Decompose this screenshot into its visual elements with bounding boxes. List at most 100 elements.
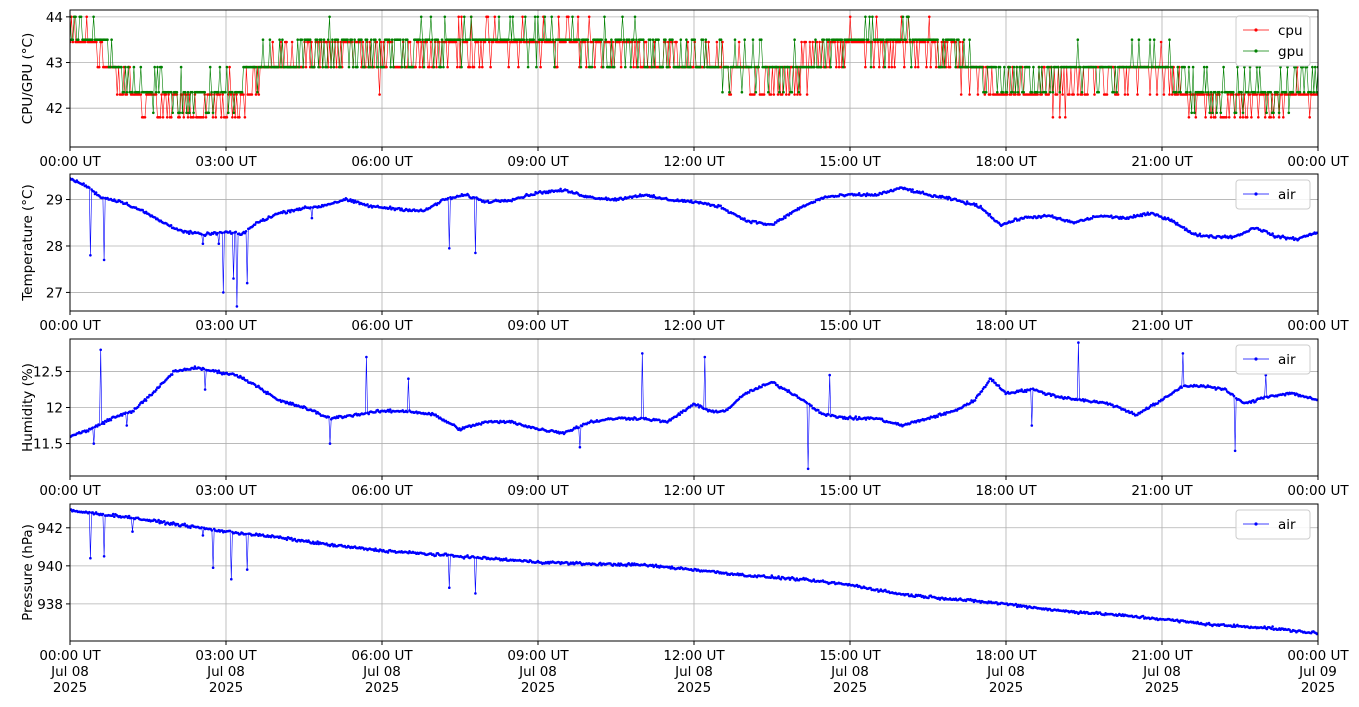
data-point (1204, 90, 1207, 94)
data-point (1148, 93, 1152, 96)
data-point (261, 38, 265, 41)
data-point (185, 93, 188, 96)
data-point (685, 38, 688, 41)
data-point (132, 410, 135, 413)
data-point (1265, 111, 1268, 115)
data-point (866, 38, 870, 41)
data-point (787, 93, 791, 96)
data-point (649, 38, 652, 41)
data-point (1262, 93, 1266, 96)
series-gpu (70, 15, 1318, 115)
data-point (751, 38, 755, 41)
data-point (1193, 111, 1196, 115)
data-point (228, 65, 231, 69)
data-point (1311, 65, 1314, 69)
data-point (812, 578, 816, 581)
data-point (1176, 93, 1180, 96)
x-tick-label: 18:00 UT (975, 483, 1037, 499)
data-point (1215, 111, 1218, 115)
data-point (1211, 93, 1214, 96)
data-point (266, 390, 269, 394)
data-point (772, 93, 776, 96)
data-point (944, 413, 947, 416)
data-point (267, 65, 270, 69)
plot-area (70, 15, 1318, 119)
data-point (192, 116, 195, 119)
data-point (364, 412, 367, 415)
data-point (208, 65, 212, 69)
data-point (869, 65, 873, 69)
data-point (628, 38, 631, 41)
data-point (357, 200, 360, 204)
data-point (650, 65, 653, 69)
data-point (1168, 93, 1171, 96)
data-point (79, 15, 83, 19)
legend-label-air: air (1278, 352, 1296, 368)
data-point (442, 65, 445, 69)
data-point (765, 65, 769, 69)
data-point (351, 65, 355, 69)
data-point (936, 415, 939, 419)
data-point (775, 221, 778, 224)
data-point (907, 15, 910, 19)
data-point (315, 38, 319, 41)
data-point (202, 367, 206, 371)
data-point (1208, 93, 1211, 96)
data-point (550, 15, 553, 19)
data-point (448, 247, 451, 250)
data-point (1245, 116, 1249, 119)
data-point (618, 564, 621, 567)
x-tick-label: 15:00 UT (819, 154, 881, 170)
data-point (89, 556, 92, 560)
data-point (1014, 93, 1017, 96)
data-point (841, 40, 845, 44)
data-point (1040, 93, 1043, 96)
data-point (671, 38, 674, 41)
data-point (260, 65, 263, 69)
data-point (496, 38, 499, 41)
data-point (1180, 386, 1183, 389)
data-point (642, 38, 645, 41)
data-point (715, 40, 719, 44)
data-point (946, 197, 950, 201)
data-point (1144, 408, 1147, 412)
data-point (875, 15, 878, 19)
data-point (868, 15, 871, 19)
legend-marker-gpu (1254, 49, 1258, 53)
data-point (222, 291, 225, 294)
data-point (669, 567, 672, 570)
data-point (201, 534, 205, 537)
data-point (600, 38, 603, 41)
data-point (1140, 214, 1144, 218)
data-point (515, 40, 519, 44)
data-point (217, 90, 220, 94)
data-point (814, 38, 817, 41)
data-point (71, 40, 75, 44)
data-point (819, 65, 823, 69)
data-point (689, 65, 692, 69)
data-point (353, 38, 356, 41)
data-point (296, 38, 300, 41)
data-point (454, 40, 458, 44)
data-point (1239, 116, 1242, 119)
data-point (278, 38, 281, 41)
data-point (289, 210, 292, 214)
data-point (121, 93, 125, 96)
data-point (1202, 65, 1206, 69)
data-point (367, 412, 371, 416)
data-point (1105, 93, 1109, 96)
data-point (753, 93, 756, 96)
data-point (211, 566, 215, 569)
data-point (796, 93, 799, 96)
data-point (599, 561, 602, 565)
data-point (240, 90, 244, 94)
data-point (651, 38, 655, 41)
data-point (1022, 90, 1025, 94)
data-point (743, 38, 746, 41)
data-point (966, 65, 970, 69)
data-point (726, 209, 729, 212)
data-point (183, 90, 187, 94)
series-points-air (70, 341, 1318, 471)
data-point (1233, 116, 1236, 119)
data-point (948, 196, 952, 200)
